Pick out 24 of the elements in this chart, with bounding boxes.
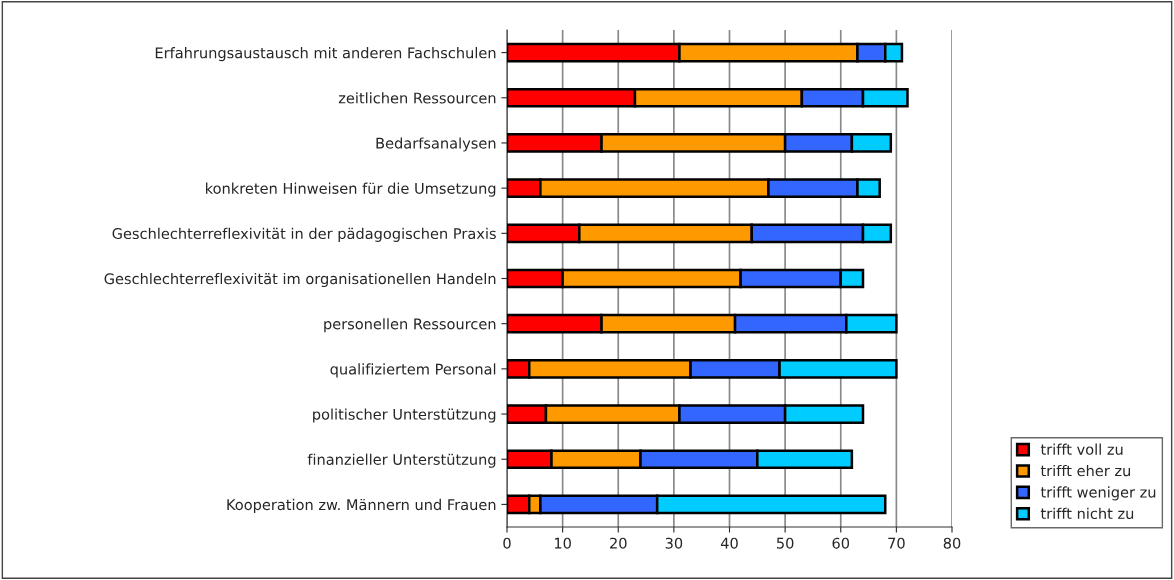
legend-label: trifft weniger zu (1040, 486, 1156, 501)
x-tick-label: 20 (610, 537, 627, 549)
y-tick-label: personellen Ressourcen (324, 318, 496, 333)
x-tick-label: 0 (503, 537, 511, 549)
x-tick-label: 10 (554, 537, 571, 549)
legend-label: trifft voll zu (1040, 443, 1123, 455)
y-tick-label: Kooperation zw. Männern und Frauen (227, 498, 496, 513)
x-tick-label: 30 (665, 537, 683, 549)
y-tick-label: Geschlechterreflexivität in der pädagogischen Praxis (112, 227, 496, 242)
y-tick-label: Bedarfsanalysen (376, 137, 496, 152)
x-tick-label: 40 (720, 537, 738, 549)
x-tick-label: 50 (776, 537, 794, 549)
y-tick-label: Erfahrungsaustausch mit anderen Fachschulen (155, 47, 496, 62)
x-tick-label: 80 (943, 537, 961, 549)
y-tick-label: finanzieller Unterstützung (307, 453, 496, 468)
y-tick-label: Geschlechterreflexivität im organisationellen Handeln (104, 272, 496, 288)
y-tick-label: qualifiziertem Personal (330, 363, 496, 378)
y-tick-label: zeitlichen Ressourcen (338, 92, 496, 104)
x-tick-label: 70 (888, 537, 905, 549)
legend-label: trifft nicht zu (1040, 507, 1134, 520)
y-tick-label: konkreten Hinweisen für die Umsetzung (206, 182, 496, 197)
x-tick-label: 60 (832, 537, 850, 549)
y-tick-label: politischer Unterstützung (313, 408, 496, 423)
legend-label: trifft eher zu (1040, 464, 1130, 477)
